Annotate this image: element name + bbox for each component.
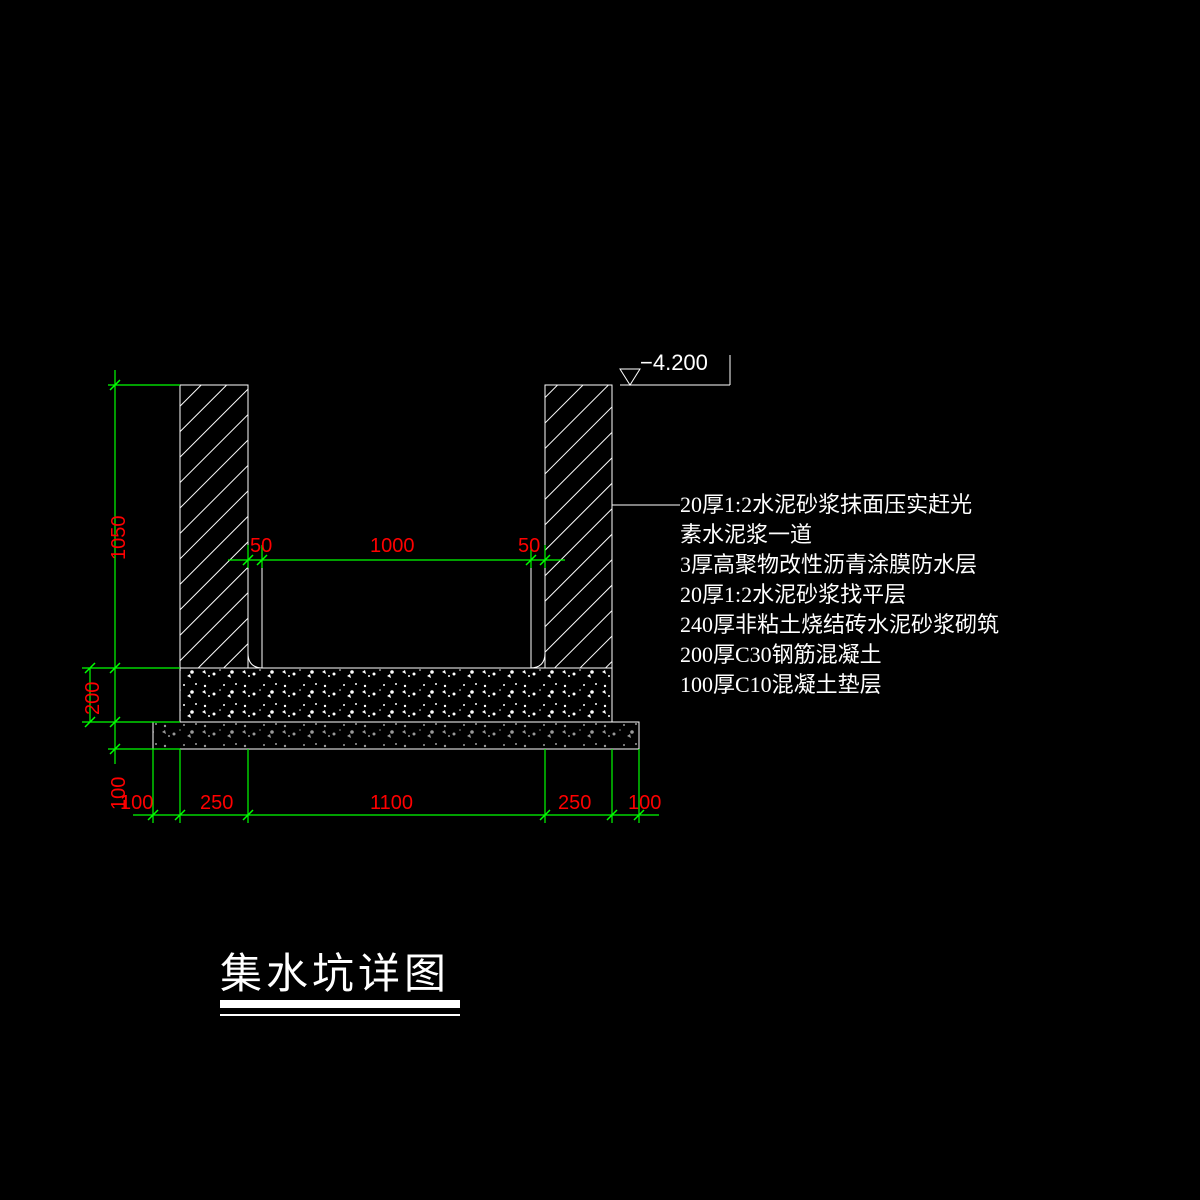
title-underline-thick [220, 1000, 460, 1008]
elevation-label: −4.200 [640, 350, 708, 376]
layer-note: 200厚C30钢筋混凝土 [680, 640, 882, 670]
title-underline-thin [220, 1014, 460, 1016]
cad-drawing [0, 0, 1200, 1200]
dimension-value: 1050 [108, 516, 131, 561]
dimension-value: 1000 [370, 535, 415, 558]
layer-note: 240厚非粘土烧结砖水泥砂浆砌筑 [680, 610, 999, 640]
layer-note: 素水泥浆一道 [680, 520, 812, 550]
dimension-value: 250 [558, 792, 591, 815]
dimension-value: 200 [82, 682, 105, 715]
layer-note: 20厚1:2水泥砂浆找平层 [680, 580, 906, 610]
dimension-value: 100 [628, 792, 661, 815]
layer-note: 20厚1:2水泥砂浆抹面压实赶光 [680, 490, 972, 520]
dimension-value: 250 [200, 792, 233, 815]
layer-note: 100厚C10混凝土垫层 [680, 670, 882, 700]
dimension-value: 1100 [370, 792, 413, 815]
dimension-value: 100 [108, 777, 131, 810]
structure-section [153, 385, 639, 749]
dimension-value: 50 [518, 535, 540, 558]
layer-note: 3厚高聚物改性沥青涂膜防水层 [680, 550, 977, 580]
drawing-title: 集水坑详图 [220, 940, 450, 1001]
dimension-value: 50 [250, 535, 272, 558]
